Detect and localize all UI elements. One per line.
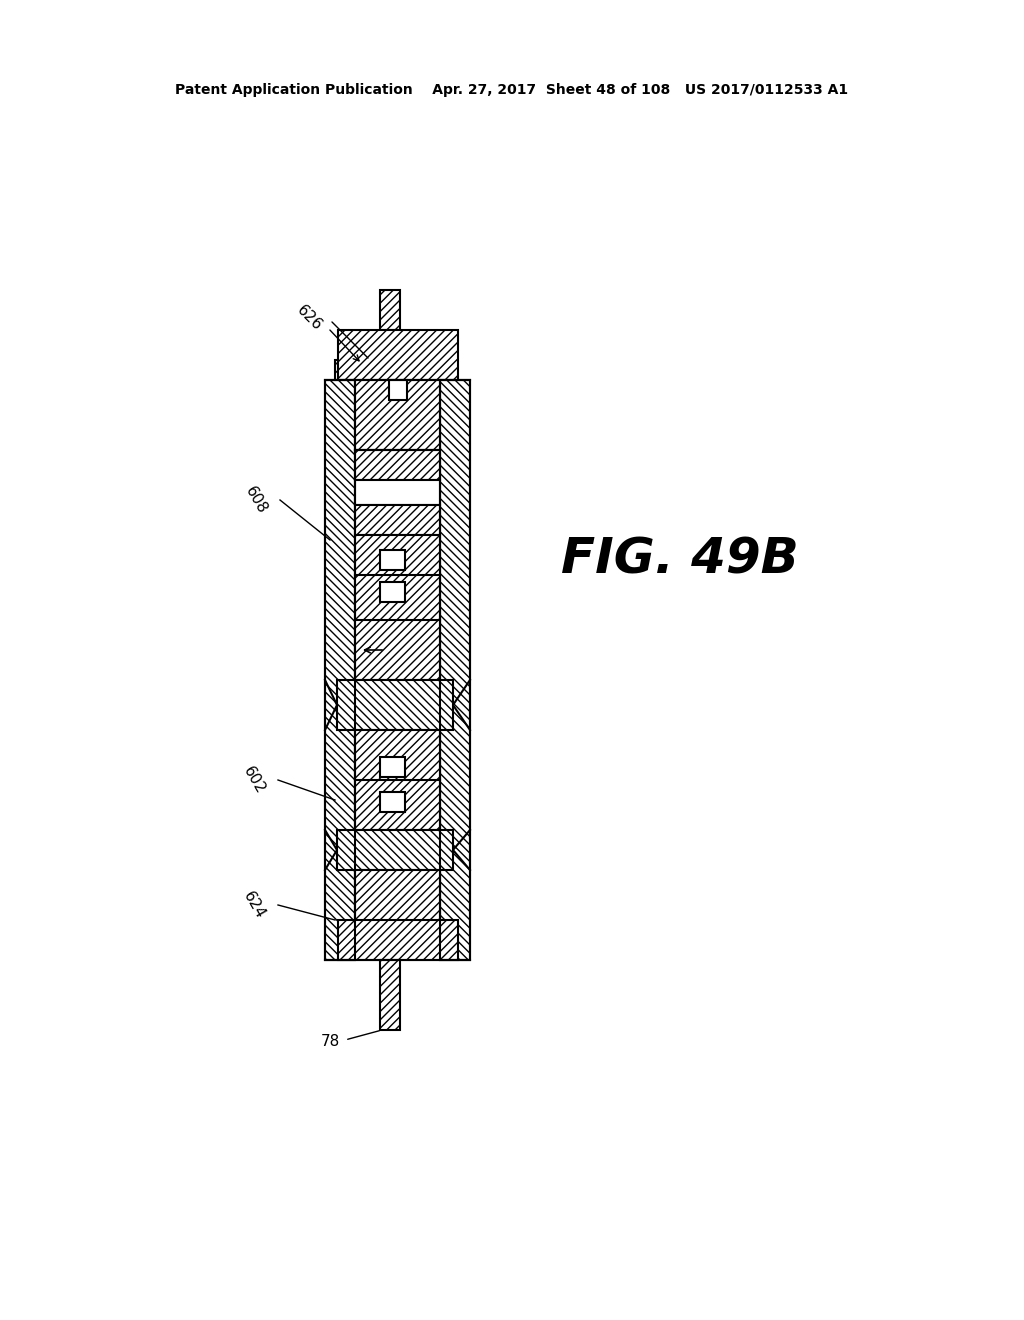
Bar [355, 535, 440, 680]
Bar [338, 330, 458, 380]
Text: 602: 602 [241, 764, 268, 796]
Bar [335, 360, 455, 400]
Bar [338, 330, 458, 380]
Bar [338, 920, 458, 960]
Bar [380, 756, 406, 777]
Bar [325, 380, 355, 960]
Bar [355, 380, 440, 450]
Bar [355, 380, 440, 450]
Bar [355, 730, 440, 830]
Bar [325, 380, 355, 960]
Bar [440, 380, 470, 960]
Bar [325, 380, 355, 960]
Bar [338, 920, 458, 960]
Bar [337, 680, 453, 730]
Bar [380, 290, 400, 330]
Bar [380, 550, 406, 570]
Bar [440, 380, 470, 960]
Bar [355, 506, 440, 535]
Bar [355, 730, 440, 830]
Text: 608: 608 [243, 483, 270, 516]
Bar [355, 480, 440, 506]
Bar [337, 830, 453, 870]
Bar [337, 830, 453, 870]
Text: 624: 624 [241, 888, 268, 921]
Text: FIG. 49B: FIG. 49B [561, 536, 799, 583]
Bar [335, 360, 455, 400]
Bar [381, 300, 399, 355]
Bar [381, 300, 399, 355]
Bar [380, 792, 406, 812]
Bar [380, 290, 400, 330]
Text: Patent Application Publication    Apr. 27, 2017  Sheet 48 of 108   US 2017/01125: Patent Application Publication Apr. 27, … [175, 83, 849, 96]
Bar [355, 450, 440, 480]
Bar [440, 380, 470, 960]
Text: 626: 626 [294, 302, 325, 334]
Text: 78: 78 [321, 1035, 340, 1049]
Bar [355, 450, 440, 480]
Bar [355, 870, 440, 940]
Bar [355, 535, 440, 680]
Bar [380, 960, 400, 1030]
Bar [388, 380, 407, 400]
Bar [337, 680, 453, 730]
Bar [380, 960, 400, 1030]
Bar [355, 506, 440, 535]
Bar [355, 870, 440, 940]
Bar [380, 582, 406, 602]
